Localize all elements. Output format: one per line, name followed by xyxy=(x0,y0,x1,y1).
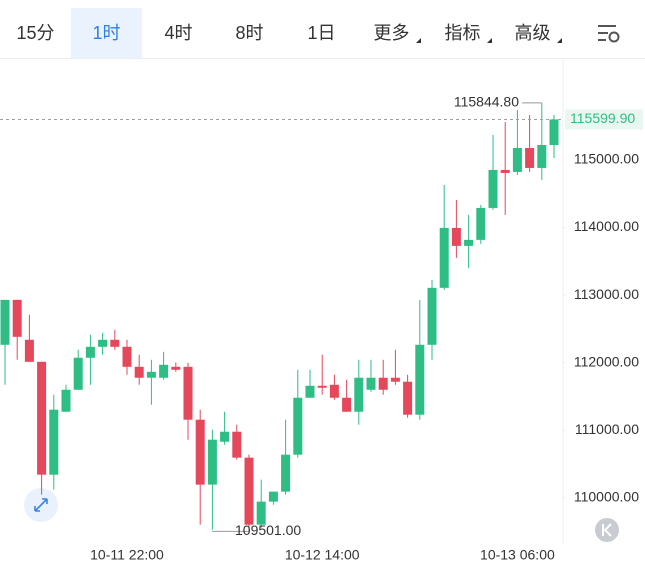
y-tick-label: 112000.00 xyxy=(574,353,639,369)
min-label: 109501.00 xyxy=(235,522,301,538)
reset-icon xyxy=(602,523,612,537)
y-tick-label: 114000.00 xyxy=(574,218,639,234)
candle-body xyxy=(37,361,47,475)
x-tick-label: 10-13 06:00 xyxy=(480,547,555,563)
candle-body xyxy=(183,366,193,420)
candle-body xyxy=(293,397,303,455)
candle-body xyxy=(354,377,364,412)
candle-body xyxy=(134,366,144,378)
dropdown-mark xyxy=(416,38,421,43)
candle-body xyxy=(464,239,474,246)
settings-icon[interactable] xyxy=(596,22,622,46)
candle-body xyxy=(268,491,278,502)
last-price-label: 115599.90 xyxy=(570,110,635,126)
candle-body xyxy=(244,457,254,525)
candle-body xyxy=(476,207,486,240)
toolbar: 15分 1时 4时 8时 1日 更多 指标 高级 xyxy=(0,0,645,59)
tab[interactable]: 指标 xyxy=(427,8,498,58)
candle-body xyxy=(24,339,34,362)
candle-body xyxy=(98,339,108,347)
y-tick-label: 111000.00 xyxy=(575,421,639,437)
candle-body xyxy=(403,381,413,415)
candle-body xyxy=(49,409,59,475)
candle-body xyxy=(232,431,242,458)
candle-body xyxy=(329,384,339,398)
candle-body xyxy=(122,346,132,367)
candle-body xyxy=(366,377,376,390)
candle-body xyxy=(537,144,547,168)
candle-body xyxy=(390,377,400,382)
candle-body xyxy=(207,439,217,485)
tab[interactable]: 8时 xyxy=(235,23,264,43)
tab[interactable]: 4时 xyxy=(164,23,193,43)
candle-body xyxy=(427,287,437,345)
tab[interactable]: 1日 xyxy=(307,23,336,43)
reset-button[interactable] xyxy=(595,518,619,542)
candle-body xyxy=(73,357,83,390)
candle-body xyxy=(549,119,559,145)
candle-body xyxy=(281,454,291,492)
dropdown-mark xyxy=(557,38,562,43)
dropdown-mark xyxy=(487,38,492,43)
expand-icon xyxy=(34,498,48,512)
tab[interactable]: 1时 xyxy=(71,8,142,58)
candle-body xyxy=(171,366,181,370)
candle-body xyxy=(146,371,156,378)
candle-body xyxy=(500,169,510,173)
tab[interactable]: 15分 xyxy=(16,23,55,43)
tab[interactable]: 更多 xyxy=(356,8,427,58)
candle-body xyxy=(159,364,169,378)
candle-body xyxy=(0,299,10,345)
candle-body xyxy=(12,299,22,337)
candle-body xyxy=(451,227,461,246)
candle-body xyxy=(488,169,498,208)
x-tick-label: 10-11 22:00 xyxy=(90,547,164,563)
candle-body xyxy=(305,385,315,398)
y-tick-label: 110000.00 xyxy=(574,488,639,504)
y-tick-label: 113000.00 xyxy=(574,286,639,302)
last-price-box xyxy=(565,109,643,130)
candle-body xyxy=(378,377,388,390)
candle-body xyxy=(342,397,352,412)
tab[interactable]: 高级 xyxy=(497,8,568,58)
candle-body xyxy=(525,148,535,168)
candle-body xyxy=(85,346,95,358)
max-label: 115844.80 xyxy=(454,94,519,110)
candle-body xyxy=(220,431,230,442)
candle-body xyxy=(110,339,120,347)
candle-body xyxy=(512,148,522,172)
candle-body xyxy=(317,385,327,388)
x-tick-label: 10-12 14:00 xyxy=(285,547,360,563)
y-tick-label: 115000.00 xyxy=(574,151,639,167)
candle-body xyxy=(195,419,205,485)
candle-body xyxy=(61,389,71,412)
candle-body xyxy=(415,344,425,415)
candle-body xyxy=(256,501,266,525)
candle-body xyxy=(439,227,449,288)
